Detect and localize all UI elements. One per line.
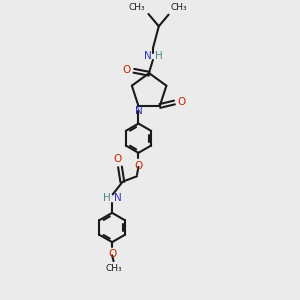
Text: N: N [114,193,122,203]
Text: O: O [177,97,186,107]
Text: N: N [135,106,142,116]
Text: O: O [134,161,142,171]
Text: O: O [113,154,122,164]
Text: CH₃: CH₃ [105,264,122,273]
Text: O: O [108,250,116,260]
Text: H: H [155,51,163,61]
Text: CH₃: CH₃ [128,3,145,12]
Text: N: N [144,51,152,61]
Text: O: O [123,65,131,75]
Text: H: H [103,193,110,203]
Text: CH₃: CH₃ [171,4,187,13]
